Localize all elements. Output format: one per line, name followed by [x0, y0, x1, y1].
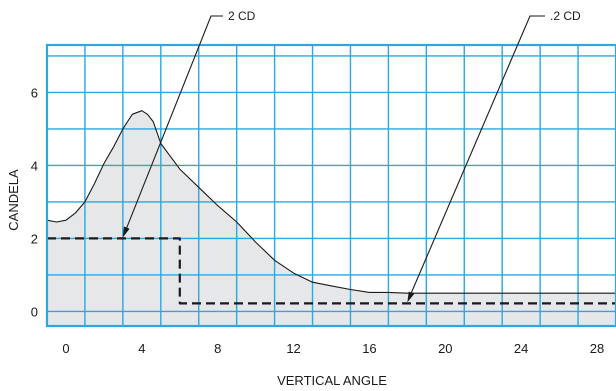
x-tick-label: 8 — [214, 341, 221, 356]
x-tick-labels: 0 4 8 12 16 20 24 28 — [62, 341, 604, 356]
area-fill-series-0 — [47, 110, 616, 326]
x-tick-label: 0 — [62, 341, 69, 356]
annotation-arrowhead — [407, 291, 415, 303]
y-tick-label: 0 — [31, 304, 38, 319]
plot-border — [45, 43, 616, 328]
x-tick-label: 4 — [138, 341, 145, 356]
x-tick-label: 16 — [362, 341, 376, 356]
grid-lines — [46, 45, 616, 326]
x-tick-label: 24 — [514, 341, 528, 356]
annotation-label: .2 CD — [550, 9, 581, 23]
y-tick-label: 4 — [31, 158, 38, 173]
plot-frame — [45, 43, 616, 328]
x-tick-label: 20 — [438, 341, 452, 356]
annotation-leader-line — [124, 15, 223, 233]
y-axis-title: CANDELA — [6, 169, 21, 231]
annotation-leader-line — [408, 15, 545, 298]
series-layer — [46, 110, 616, 305]
annotations: 2 CD .2 CD — [122, 9, 581, 303]
annotation-arrowhead — [122, 226, 130, 238]
x-axis-title: VERTICAL ANGLE — [277, 373, 387, 388]
x-tick-label: 12 — [286, 341, 300, 356]
y-tick-label: 2 — [31, 231, 38, 246]
distribution-fill-area — [47, 110, 616, 326]
y-tick-label: 6 — [31, 85, 38, 100]
x-tick-label: 28 — [590, 341, 604, 356]
y-tick-labels: 0 2 4 6 — [31, 85, 38, 319]
annotation-label: 2 CD — [228, 9, 256, 23]
candela-curve — [46, 110, 616, 294]
